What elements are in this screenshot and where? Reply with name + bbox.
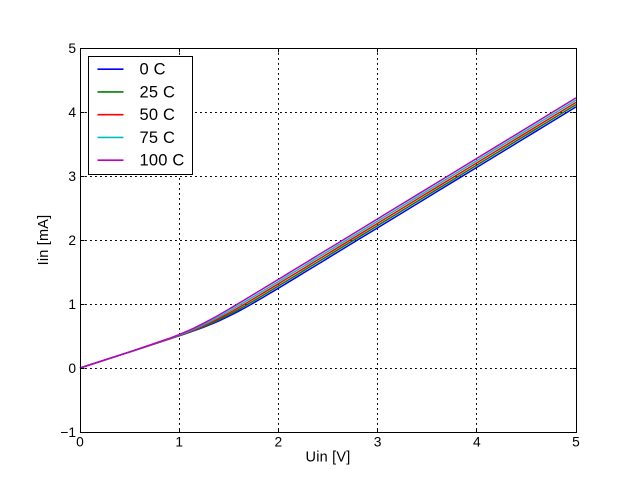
svg-text:0: 0 — [76, 434, 84, 449]
svg-text:25 C: 25 C — [140, 83, 176, 101]
svg-text:5: 5 — [572, 434, 580, 449]
svg-text:−1: −1 — [60, 425, 76, 440]
svg-text:3: 3 — [68, 169, 76, 184]
svg-text:75 C: 75 C — [140, 129, 176, 147]
svg-text:100 C: 100 C — [140, 152, 185, 170]
svg-text:50 C: 50 C — [140, 106, 176, 124]
svg-text:1: 1 — [175, 434, 183, 449]
svg-text:5: 5 — [68, 41, 76, 56]
svg-text:0 C: 0 C — [140, 61, 166, 79]
svg-text:Uin [V]: Uin [V] — [306, 450, 351, 466]
svg-text:0: 0 — [68, 361, 76, 376]
svg-text:2: 2 — [68, 233, 76, 248]
svg-text:4: 4 — [473, 434, 481, 449]
svg-text:3: 3 — [374, 434, 382, 449]
svg-text:1: 1 — [68, 297, 76, 312]
svg-text:4: 4 — [68, 105, 76, 120]
svg-text:Iin [mA]: Iin [mA] — [36, 215, 52, 266]
svg-text:2: 2 — [275, 434, 283, 449]
